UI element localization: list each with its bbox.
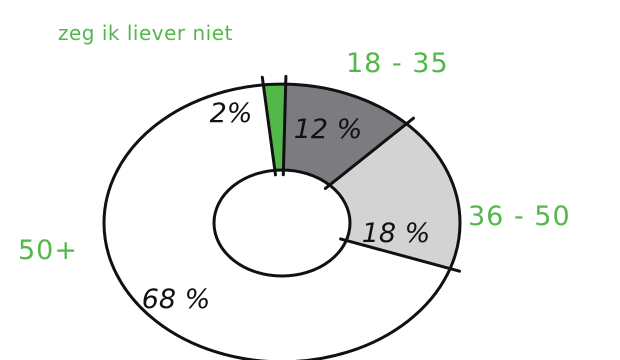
slice-value-label-no-answer: 2% xyxy=(210,98,253,129)
slice-divider-1 xyxy=(281,74,288,177)
donut-outline xyxy=(102,74,462,360)
slice-value-label-50-plus: 68 % xyxy=(142,284,211,315)
slice-divider-0 xyxy=(260,75,277,177)
slice-no-answer xyxy=(263,84,286,171)
slice-50-plus xyxy=(104,84,451,360)
category-label-18-35: 18 - 35 xyxy=(346,48,449,79)
category-label-36-50: 36 - 50 xyxy=(468,201,571,232)
slice-value-label-18-35: 12 % xyxy=(294,114,363,145)
category-label-no-answer: zeg ik liever niet xyxy=(58,21,233,45)
slice-18-35 xyxy=(283,84,407,186)
slice-value-label-36-50: 18 % xyxy=(362,218,431,249)
slice-divider-3 xyxy=(339,237,461,273)
slice-divider-2 xyxy=(323,116,415,190)
category-label-50-plus: 50+ xyxy=(18,235,78,266)
outer-ring-outline xyxy=(102,82,462,360)
